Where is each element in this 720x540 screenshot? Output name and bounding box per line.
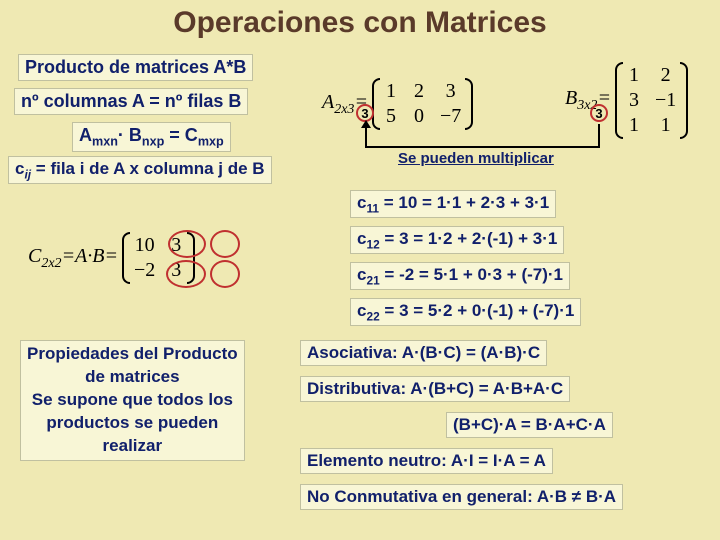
prop-no-conmutativa: No Conmutativa en general: A·B ≠ B·A — [300, 484, 623, 510]
circle-c12 — [210, 230, 240, 258]
prop-asociativa: Asociativa: A·(B·C) = (A·B)·C — [300, 340, 547, 366]
circle-c21 — [166, 260, 206, 288]
rule-dims: Amxn· Bnxp = Cmxp — [72, 122, 231, 152]
calc-c11: c11 = 10 = 1·1 + 2·3 + 3·1 — [350, 190, 556, 218]
rule-cols-rows: nº columnas A = nº filas B — [14, 88, 248, 115]
rule-product: Producto de matrices A*B — [18, 54, 253, 81]
prop-distributiva2: (B+C)·A = B·A+C·A — [446, 412, 613, 438]
matrix-B: B3x2= 123−111 — [565, 62, 688, 139]
arrow-v2 — [598, 124, 600, 146]
circle-c11 — [168, 230, 206, 258]
arrow-h — [365, 146, 600, 148]
page-title: Operaciones con Matrices — [0, 0, 720, 42]
calc-c21: c21 = -2 = 5·1 + 0·3 + (-7)·1 — [350, 262, 570, 290]
arrow-head-up — [361, 120, 371, 128]
prop-distributiva: Distributiva: A·(B+C) = A·B+A·C — [300, 376, 570, 402]
matrix-A: A2x3= 12350−7 — [322, 78, 473, 130]
calc-c22: c22 = 3 = 5·2 + 0·(-1) + (-7)·1 — [350, 298, 581, 326]
rule-cij: cij = fila i de A x columna j de B — [8, 156, 272, 184]
prop-neutro: Elemento neutro: A·I = I·A = A — [300, 448, 553, 474]
props-heading: Propiedades del Productode matricesSe su… — [20, 340, 245, 461]
circle-c22 — [210, 260, 240, 288]
circle-B-dim: 3 — [590, 104, 608, 122]
multiply-note: Se pueden multiplicar — [398, 150, 554, 167]
calc-c12: c12 = 3 = 1·2 + 2·(-1) + 3·1 — [350, 226, 564, 254]
